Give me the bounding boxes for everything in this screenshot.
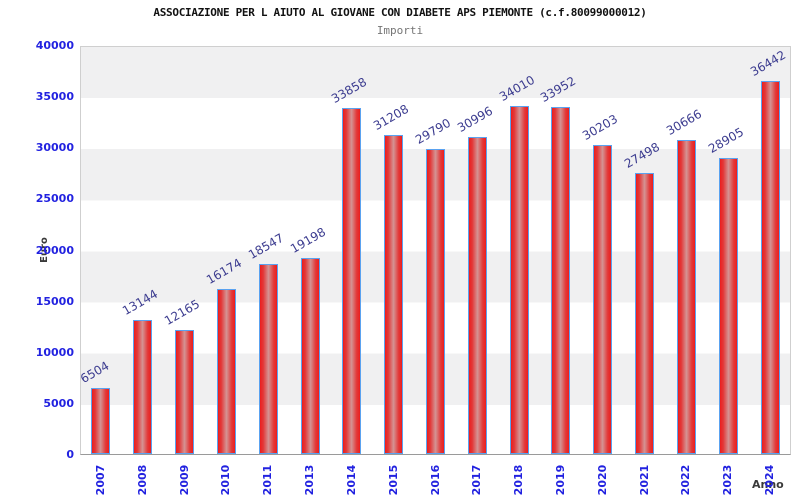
x-tick-label: 2018 xyxy=(512,464,526,496)
bar xyxy=(175,329,195,454)
bar xyxy=(300,257,320,454)
x-axis-label: Anno xyxy=(752,478,784,491)
bar xyxy=(509,106,529,454)
bar xyxy=(467,137,487,454)
bar xyxy=(551,106,571,454)
x-tick-label: 2017 xyxy=(470,464,484,496)
x-tick-label: 2023 xyxy=(721,464,735,496)
bar xyxy=(384,134,404,454)
bar xyxy=(760,81,780,454)
chart-subtitle: Importi xyxy=(376,24,424,37)
x-tick-label: 2013 xyxy=(303,464,317,496)
y-tick-label: 40000 xyxy=(35,39,74,52)
x-tick-label: 2009 xyxy=(177,464,191,496)
y-tick-label: 30000 xyxy=(35,141,74,155)
bar xyxy=(258,264,278,454)
y-tick-label: 35000 xyxy=(35,90,74,104)
x-tick-label: 2016 xyxy=(428,464,442,496)
x-tick-label: 2022 xyxy=(679,464,693,496)
y-tick-label: 5000 xyxy=(43,396,74,410)
chart-title: ASSOCIAZIONE PER L AIUTO AL GIOVANE CON … xyxy=(153,6,647,19)
x-tick-label: 2024 xyxy=(763,464,777,496)
plot-area xyxy=(80,46,791,455)
x-tick-label: 2014 xyxy=(344,464,358,496)
x-tick-label: 2010 xyxy=(219,464,233,496)
bar xyxy=(426,149,445,454)
bar xyxy=(593,145,613,454)
bar xyxy=(133,319,153,454)
y-tick-label: 20000 xyxy=(35,243,74,257)
bar xyxy=(718,158,738,454)
bar xyxy=(635,172,655,454)
x-tick-label: 2020 xyxy=(595,464,609,496)
bar xyxy=(91,387,111,454)
x-tick-label: 2008 xyxy=(135,464,149,496)
y-tick-label: 10000 xyxy=(35,345,74,359)
x-tick-label: 2015 xyxy=(386,464,400,496)
y-tick-label: 15000 xyxy=(35,294,74,308)
y-tick-label: 25000 xyxy=(35,192,74,206)
x-tick-label: 2011 xyxy=(261,464,275,496)
y-tick-label: 0 xyxy=(66,448,74,461)
x-tick-label: 2021 xyxy=(637,464,651,496)
x-tick-label: 2007 xyxy=(93,464,107,496)
bar xyxy=(342,107,362,454)
bar xyxy=(676,140,696,454)
x-tick-label: 2019 xyxy=(553,464,567,496)
bar xyxy=(216,288,236,454)
